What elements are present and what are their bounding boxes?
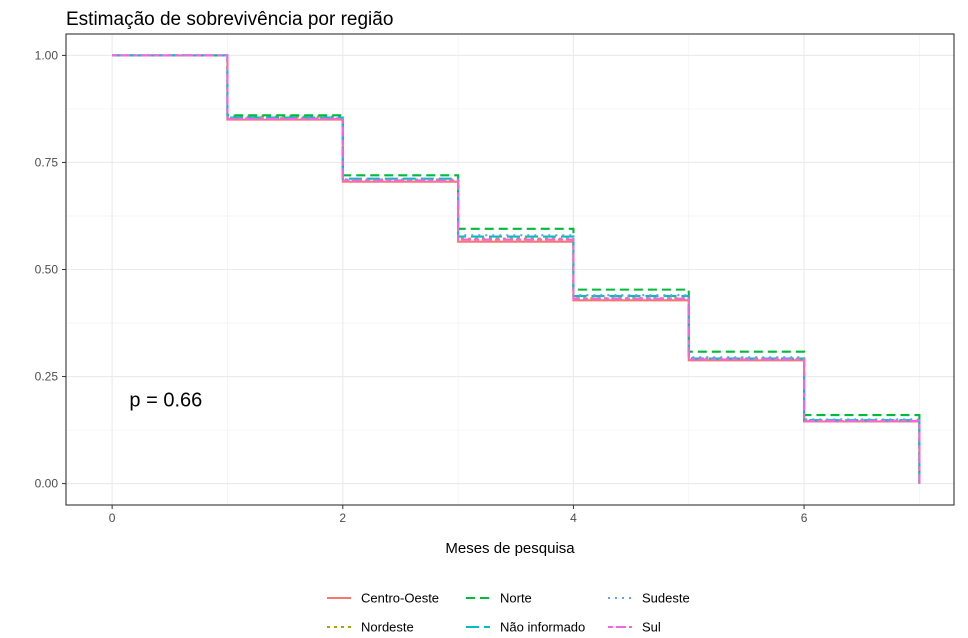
x-tick-label: 2: [339, 511, 346, 525]
y-tick-label: 0.25: [35, 370, 59, 384]
chart-title: Estimação de sobrevivência por região: [66, 9, 393, 30]
legend-label-2: Nordeste: [361, 620, 414, 635]
series-layer: [112, 54, 921, 484]
y-tick-label: 0.75: [35, 155, 59, 169]
legend-label-5: Sudeste: [642, 591, 690, 606]
y-tick-label: 0.00: [35, 477, 59, 491]
legend-label-1: Centro-Oeste: [361, 591, 439, 606]
x-axis: 0 2 4 6: [109, 505, 808, 525]
y-axis: 0.00 0.25 0.50 0.75 1.00: [35, 48, 66, 491]
x-axis-label: Meses de pesquisa: [445, 540, 575, 557]
x-tick-label: 6: [801, 511, 808, 525]
legend: Centro-Oeste Nordeste Norte Não informado Su…: [327, 591, 690, 635]
legend-label-3: Norte: [500, 591, 532, 606]
x-tick-label: 4: [570, 511, 577, 525]
x-tick-label: 0: [109, 511, 116, 525]
p-value-annotation: p = 0.66: [129, 390, 202, 412]
y-tick-label: 0.50: [35, 263, 59, 277]
legend-label-6: Sul: [642, 620, 661, 635]
series-line-6: [112, 54, 921, 484]
legend-label-4: Não informado: [500, 620, 585, 635]
y-tick-label: 1.00: [35, 48, 59, 62]
